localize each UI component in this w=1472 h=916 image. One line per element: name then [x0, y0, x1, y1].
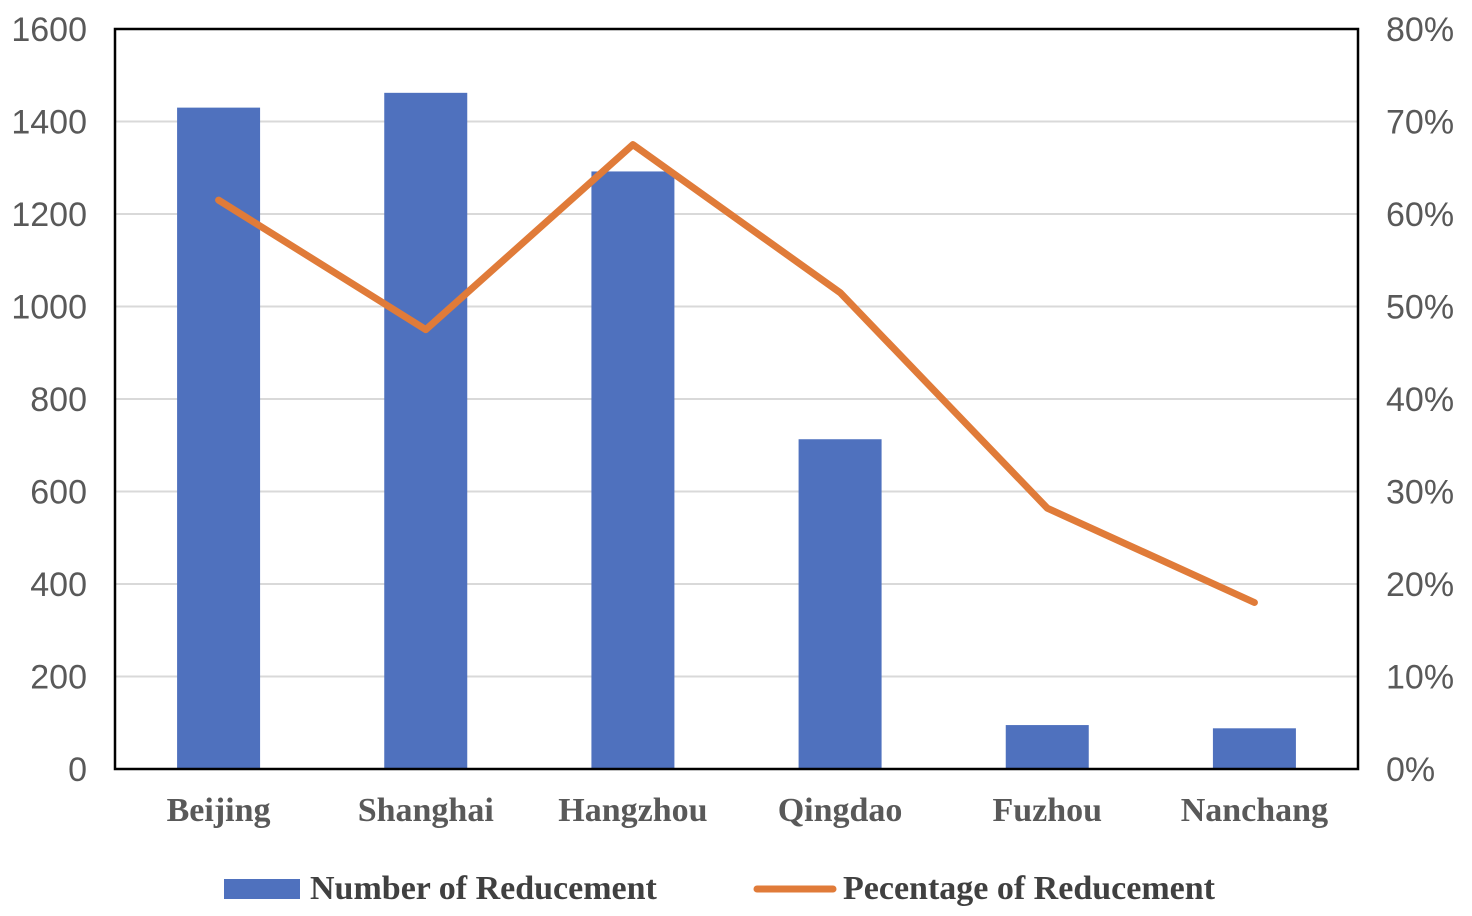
x-tick-label: Qingdao	[778, 792, 903, 829]
plot-frame	[113, 27, 1360, 771]
bar-qingdao	[798, 439, 882, 769]
y-right-tick-label: 20%	[1386, 566, 1454, 604]
y-left-tick-label: 1600	[11, 11, 87, 49]
gridlines	[115, 120, 1358, 678]
y-right-tick-label: 30%	[1386, 474, 1454, 512]
bar-nanchang	[1212, 728, 1296, 769]
y-left-tick-label: 400	[30, 566, 87, 604]
y-left-tick-label: 0	[68, 751, 87, 789]
y-left-tick-label: 1000	[11, 289, 87, 327]
y-right-tick-label: 60%	[1386, 196, 1454, 234]
y-left-tick-label: 1200	[11, 196, 87, 234]
left-axis: 0 200 400 600 800 1000 1200 1400 1600	[11, 11, 87, 789]
legend: Number of Reducement Pecentage of Reduce…	[224, 870, 1216, 907]
x-tick-label: Beijing	[167, 792, 271, 829]
x-tick-label: Nanchang	[1181, 792, 1328, 829]
bar-shanghai	[384, 92, 468, 769]
y-right-tick-label: 0%	[1386, 751, 1435, 789]
y-right-tick-label: 40%	[1386, 381, 1454, 419]
legend-bar-label: Number of Reducement	[310, 870, 658, 907]
x-tick-label: Fuzhou	[992, 792, 1102, 829]
x-axis: Beijing Shanghai Hangzhou Qingdao Fuzhou Nanc…	[167, 792, 1328, 829]
percentage-line	[215, 141, 1258, 606]
legend-line-label: Pecentage of Reducement	[843, 870, 1216, 907]
bar-fuzhou	[1005, 725, 1089, 769]
y-right-tick-label: 10%	[1386, 659, 1454, 697]
x-tick-label: Shanghai	[358, 792, 494, 829]
y-left-tick-label: 1400	[11, 104, 87, 142]
y-left-tick-label: 200	[30, 659, 87, 697]
y-left-tick-label: 600	[30, 474, 87, 512]
y-right-tick-label: 70%	[1386, 104, 1454, 142]
legend-bar-swatch	[224, 879, 300, 899]
bar-series	[177, 92, 1296, 769]
bar-beijing	[177, 107, 261, 769]
right-axis: 0% 10% 20% 30% 40% 50% 60% 70% 80%	[1386, 11, 1454, 789]
x-tick-label: Hangzhou	[558, 792, 707, 829]
bar-hangzhou	[591, 171, 675, 769]
y-left-tick-label: 800	[30, 381, 87, 419]
y-right-tick-label: 80%	[1386, 11, 1454, 49]
y-right-tick-label: 50%	[1386, 289, 1454, 327]
